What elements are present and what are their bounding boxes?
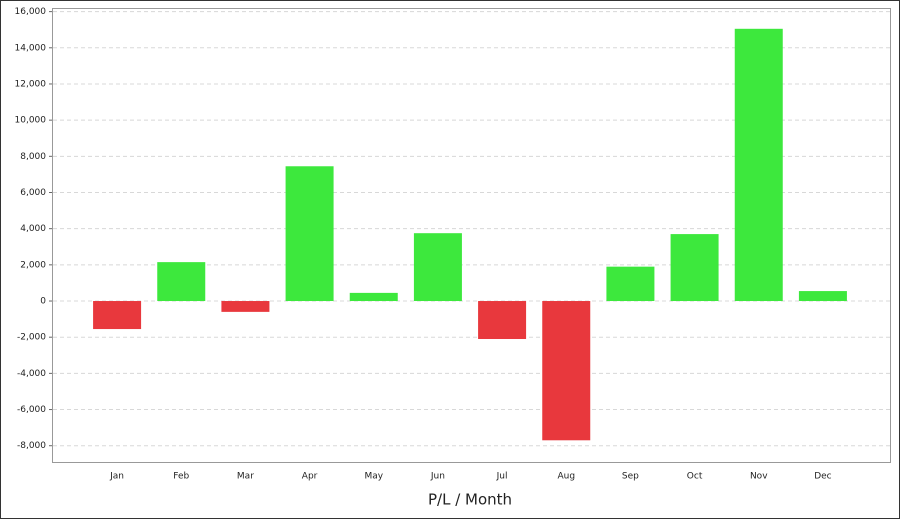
x-tick-label: Jan	[109, 472, 124, 482]
y-tick-label: -2,000	[17, 333, 46, 343]
y-tick-label: 14,000	[15, 43, 47, 53]
bar	[798, 291, 847, 302]
bar	[670, 234, 719, 302]
bar	[221, 301, 270, 312]
y-tick-label: 4,000	[20, 224, 46, 234]
y-tick-label: 10,000	[15, 116, 47, 126]
x-tick-label: Oct	[687, 472, 703, 482]
y-tick-label: 8,000	[20, 152, 46, 162]
y-tick-label: 2,000	[20, 260, 46, 270]
bar	[413, 233, 462, 302]
bar	[349, 292, 398, 302]
x-tick-label: Jun	[430, 472, 445, 482]
y-tick-label: -8,000	[17, 441, 46, 451]
y-tick-label: 0	[40, 297, 46, 307]
x-tick-label: Feb	[173, 472, 189, 482]
bar	[542, 301, 591, 441]
x-axis-label: P/L / Month	[428, 491, 512, 509]
y-tick-label: 16,000	[15, 7, 47, 17]
y-tick-label: -4,000	[17, 369, 46, 379]
bar	[478, 301, 527, 340]
x-tick-label: May	[364, 472, 383, 482]
bar	[93, 301, 142, 330]
x-tick-label: Apr	[302, 472, 318, 482]
y-tick-label: 6,000	[20, 188, 46, 198]
x-tick-label: Nov	[750, 472, 768, 482]
x-tick-label: Mar	[237, 472, 254, 482]
x-tick-label: Aug	[557, 472, 575, 482]
bar	[157, 262, 206, 302]
bar	[734, 28, 783, 302]
x-tick-label: Jul	[496, 472, 508, 482]
bar	[285, 166, 334, 302]
y-tick-label: 12,000	[15, 79, 47, 89]
x-tick-label: Dec	[814, 472, 831, 482]
bar	[606, 266, 655, 302]
x-tick-label: Sep	[622, 472, 639, 482]
y-tick-label: -6,000	[17, 405, 46, 415]
